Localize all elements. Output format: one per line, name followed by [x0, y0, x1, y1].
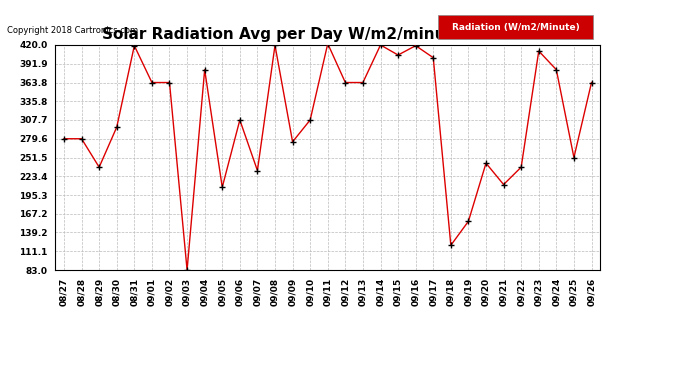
Text: Copyright 2018 Cartronics.com: Copyright 2018 Cartronics.com: [7, 26, 138, 35]
Title: Solar Radiation Avg per Day W/m2/minute 20180926: Solar Radiation Avg per Day W/m2/minute …: [102, 27, 553, 42]
Text: Radiation (W/m2/Minute): Radiation (W/m2/Minute): [452, 22, 580, 32]
